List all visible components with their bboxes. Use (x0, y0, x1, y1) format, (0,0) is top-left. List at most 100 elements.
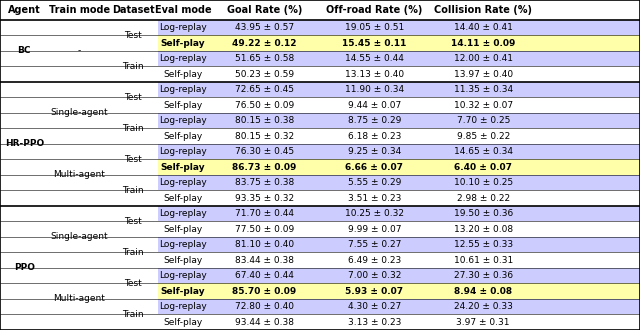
Text: Self-play: Self-play (161, 163, 205, 172)
Text: Log-replay: Log-replay (159, 85, 207, 94)
Text: 83.75 ± 0.38: 83.75 ± 0.38 (235, 178, 294, 187)
Text: Agent: Agent (8, 5, 41, 15)
Text: Train: Train (122, 310, 144, 319)
Text: 10.10 ± 0.25: 10.10 ± 0.25 (454, 178, 513, 187)
Text: Log-replay: Log-replay (159, 178, 207, 187)
Bar (0, 221, 158, 237)
Bar (158, 20, 640, 35)
Bar (0, 206, 158, 221)
Text: 7.70 ± 0.25: 7.70 ± 0.25 (456, 116, 510, 125)
Text: Test: Test (124, 217, 142, 226)
Text: 6.49 ± 0.23: 6.49 ± 0.23 (348, 256, 401, 265)
Bar (0, 159, 158, 175)
Text: 27.30 ± 0.36: 27.30 ± 0.36 (454, 271, 513, 280)
Text: 9.25 ± 0.34: 9.25 ± 0.34 (348, 147, 401, 156)
Bar (158, 144, 640, 159)
Text: 19.50 ± 0.36: 19.50 ± 0.36 (454, 209, 513, 218)
Bar (158, 221, 640, 237)
Text: Log-replay: Log-replay (159, 54, 207, 63)
Text: 9.44 ± 0.07: 9.44 ± 0.07 (348, 101, 401, 110)
Text: 6.18 ± 0.23: 6.18 ± 0.23 (348, 132, 401, 141)
Bar (0, 252, 158, 268)
Text: 15.45 ± 0.11: 15.45 ± 0.11 (342, 39, 406, 48)
Bar (158, 82, 640, 97)
Text: 3.97 ± 0.31: 3.97 ± 0.31 (456, 318, 510, 327)
Bar (158, 35, 640, 51)
Text: 83.44 ± 0.38: 83.44 ± 0.38 (235, 256, 294, 265)
Text: 10.32 ± 0.07: 10.32 ± 0.07 (454, 101, 513, 110)
Text: 7.00 ± 0.32: 7.00 ± 0.32 (348, 271, 401, 280)
Text: Train: Train (122, 248, 144, 257)
Text: Train mode: Train mode (49, 5, 110, 15)
Text: Goal Rate (%): Goal Rate (%) (227, 5, 302, 15)
Text: Self-play: Self-play (163, 70, 203, 79)
Bar (158, 252, 640, 268)
Text: 8.75 ± 0.29: 8.75 ± 0.29 (348, 116, 401, 125)
Bar (0, 66, 158, 82)
Bar (0, 97, 158, 113)
Text: Self-play: Self-play (163, 225, 203, 234)
Text: 76.50 ± 0.09: 76.50 ± 0.09 (235, 101, 294, 110)
Text: BC: BC (17, 46, 31, 55)
Bar (0, 82, 158, 97)
Bar (0, 35, 158, 51)
Text: 85.70 ± 0.09: 85.70 ± 0.09 (232, 287, 296, 296)
Text: 10.25 ± 0.32: 10.25 ± 0.32 (345, 209, 404, 218)
Bar (0, 268, 158, 283)
Text: Train: Train (122, 62, 144, 71)
Bar (0, 144, 158, 159)
Bar (0, 51, 158, 66)
Bar (0, 113, 158, 128)
Bar (158, 299, 640, 314)
Text: 19.05 ± 0.51: 19.05 ± 0.51 (345, 23, 404, 32)
Text: 9.85 ± 0.22: 9.85 ± 0.22 (456, 132, 510, 141)
Text: 67.40 ± 0.44: 67.40 ± 0.44 (235, 271, 294, 280)
Text: Test: Test (124, 155, 142, 164)
Text: Eval mode: Eval mode (155, 5, 211, 15)
Bar (158, 66, 640, 82)
Text: 3.13 ± 0.23: 3.13 ± 0.23 (348, 318, 401, 327)
Text: Multi-agent: Multi-agent (53, 294, 106, 304)
Bar (158, 113, 640, 128)
Bar (158, 237, 640, 252)
Text: Log-replay: Log-replay (159, 271, 207, 280)
Text: Log-replay: Log-replay (159, 302, 207, 311)
Text: 13.97 ± 0.40: 13.97 ± 0.40 (454, 70, 513, 79)
Bar (158, 51, 640, 66)
Text: Dataset: Dataset (112, 5, 154, 15)
Text: 11.35 ± 0.34: 11.35 ± 0.34 (454, 85, 513, 94)
Text: Log-replay: Log-replay (159, 23, 207, 32)
Text: Train: Train (122, 124, 144, 133)
Bar (158, 159, 640, 175)
Bar (0, 190, 158, 206)
Text: 51.65 ± 0.58: 51.65 ± 0.58 (235, 54, 294, 63)
Text: 71.70 ± 0.44: 71.70 ± 0.44 (235, 209, 294, 218)
Text: Test: Test (124, 93, 142, 102)
Text: 81.10 ± 0.40: 81.10 ± 0.40 (235, 240, 294, 249)
Bar (158, 128, 640, 144)
Text: 72.80 ± 0.40: 72.80 ± 0.40 (235, 302, 294, 311)
Text: 9.99 ± 0.07: 9.99 ± 0.07 (348, 225, 401, 234)
Text: Collision Rate (%): Collision Rate (%) (434, 5, 532, 15)
Text: Multi-agent: Multi-agent (53, 170, 106, 180)
Text: Log-replay: Log-replay (159, 240, 207, 249)
Bar (0, 237, 158, 252)
Text: 2.98 ± 0.22: 2.98 ± 0.22 (456, 194, 510, 203)
Text: 14.40 ± 0.41: 14.40 ± 0.41 (454, 23, 513, 32)
Text: 14.65 ± 0.34: 14.65 ± 0.34 (454, 147, 513, 156)
Text: Log-replay: Log-replay (159, 147, 207, 156)
Text: 6.66 ± 0.07: 6.66 ± 0.07 (346, 163, 403, 172)
Text: 80.15 ± 0.32: 80.15 ± 0.32 (235, 132, 294, 141)
Text: HR-PPO: HR-PPO (4, 139, 44, 148)
Text: Self-play: Self-play (163, 256, 203, 265)
Text: 50.23 ± 0.59: 50.23 ± 0.59 (235, 70, 294, 79)
Text: PPO: PPO (14, 263, 35, 273)
Bar (158, 175, 640, 190)
Bar (158, 206, 640, 221)
Text: 8.94 ± 0.08: 8.94 ± 0.08 (454, 287, 512, 296)
Text: 7.55 ± 0.27: 7.55 ± 0.27 (348, 240, 401, 249)
Bar (0, 314, 158, 330)
Text: Off-road Rate (%): Off-road Rate (%) (326, 5, 422, 15)
Bar (0, 128, 158, 144)
Text: 12.55 ± 0.33: 12.55 ± 0.33 (454, 240, 513, 249)
